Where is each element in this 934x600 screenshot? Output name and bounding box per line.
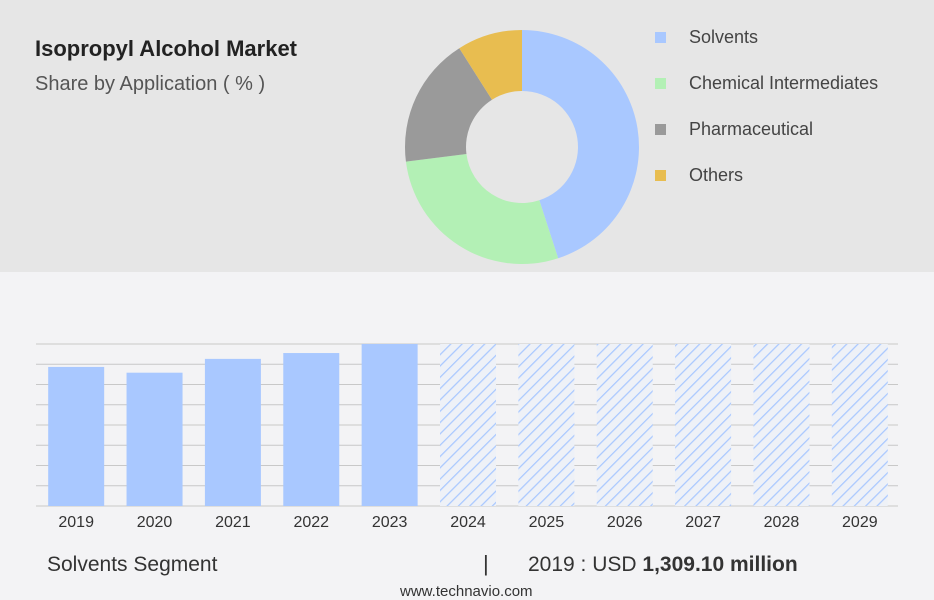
footer-segment-label: Solvents Segment xyxy=(47,553,218,576)
bar-2025 xyxy=(518,344,575,506)
legend-swatch xyxy=(655,123,666,135)
bar-2024 xyxy=(440,344,496,506)
bar-2021 xyxy=(204,358,261,506)
bar-chart: 2019 2020 2021 2022 2023 2024 2025 2026 2027 2028… xyxy=(36,343,898,531)
chart-title: Isopropyl Alcohol Market xyxy=(35,36,298,61)
legend: Solvents Chemical Intermediates Pharmaceut… xyxy=(655,14,878,198)
legend-swatch xyxy=(655,77,666,89)
footer-stat-prefix: 2019 : USD xyxy=(528,553,637,576)
legend-swatch xyxy=(655,31,666,43)
x-tick-label: 2021 xyxy=(215,514,251,531)
source-link[interactable]: www.technavio.com xyxy=(400,583,533,600)
legend-label: Pharmaceutical xyxy=(689,118,814,139)
bar-2020 xyxy=(126,372,183,506)
x-tick-label: 2020 xyxy=(137,514,173,531)
legend-label: Others xyxy=(689,164,744,185)
legend-label: Chemical Intermediates xyxy=(689,72,879,93)
bar-2029 xyxy=(831,344,888,506)
legend-item-others: Others xyxy=(655,152,878,198)
donut-slice-others xyxy=(459,30,522,100)
x-tick-label: 2028 xyxy=(764,514,800,531)
legend-item-pharmaceutical: Pharmaceutical xyxy=(655,106,878,152)
footer-stat: 2019 : USD 1,309.10 million xyxy=(528,553,798,577)
donut-chart xyxy=(405,30,639,264)
x-tick-label: 2027 xyxy=(685,514,721,531)
x-tick-label: 2019 xyxy=(58,514,94,531)
x-tick-label: 2023 xyxy=(372,514,408,531)
donut-slice-chemical-intermediates xyxy=(405,154,559,264)
legend-item-solvents: Solvents xyxy=(655,14,878,60)
legend-item-chemical-intermediates: Chemical Intermediates xyxy=(655,60,878,106)
donut-slice-pharmaceutical xyxy=(405,48,492,162)
chart-subtitle: Share by Application ( % ) xyxy=(35,73,266,95)
bar-2028 xyxy=(753,344,810,506)
x-tick-label: 2022 xyxy=(293,514,329,531)
x-tick-label: 2026 xyxy=(607,514,643,531)
legend-label: Solvents xyxy=(689,26,759,47)
x-tick-label: 2029 xyxy=(842,514,878,531)
footer-stat-value: 1,309.10 million xyxy=(642,553,798,576)
bar-2022 xyxy=(283,353,340,506)
bar-2026 xyxy=(596,344,653,506)
bar-2027 xyxy=(675,344,732,506)
x-tick-label: 2025 xyxy=(529,514,565,531)
footer-divider: | xyxy=(483,551,489,576)
legend-swatch xyxy=(655,169,666,181)
bar-2023 xyxy=(361,344,418,506)
donut-slice-solvents xyxy=(522,30,639,259)
bar-2019 xyxy=(48,366,105,506)
x-tick-label: 2024 xyxy=(450,514,486,531)
